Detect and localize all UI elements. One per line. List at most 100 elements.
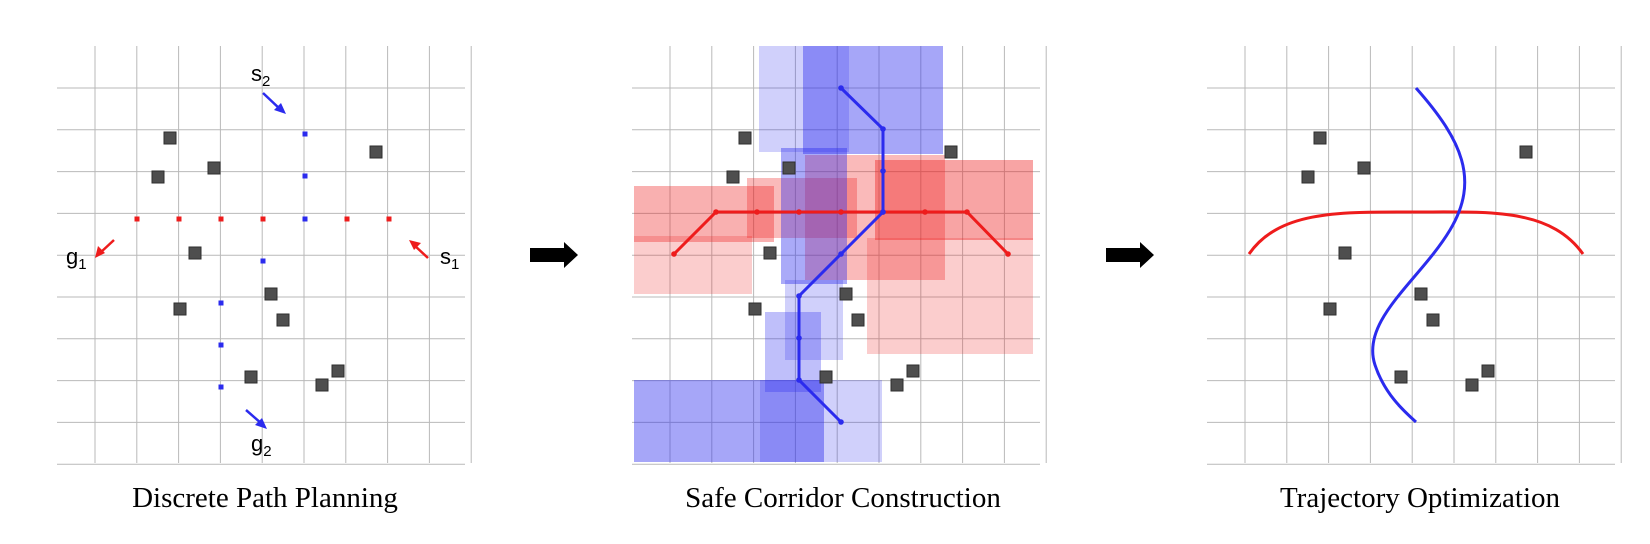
obstacle [782,161,796,175]
grid [57,46,472,465]
red-corridor-box [634,236,752,294]
obstacle [1357,161,1371,175]
blue-corridor-box [765,312,821,392]
panel-discrete-path: s2 g2 s1 g1 [57,46,472,465]
obstacle [819,370,833,384]
blue-path-node [838,419,844,425]
process-arrow-1 [530,242,578,268]
obstacle [1426,313,1440,327]
red-path-node [796,209,802,215]
caption-safe-corridor-construction: Safe Corridor Construction [685,482,1001,514]
red-path-node [671,251,677,257]
label-s2: s2 [251,61,270,90]
obstacle [173,302,187,316]
red-trajectory [1247,210,1585,255]
red-corridor-box [805,155,945,280]
obstacle [726,170,740,184]
obstacle [944,145,958,159]
caption-trajectory-optimization: Trajectory Optimization [1279,482,1561,514]
blue-waypoint [260,258,266,264]
blue-waypoint [302,131,308,137]
red-waypoint [386,216,392,222]
obstacle [1301,170,1315,184]
blue-corridor-box [759,46,849,152]
label-s1: s1 [440,244,459,273]
obstacles [1301,131,1533,392]
obstacle [1323,302,1337,316]
red-path-node [1005,251,1011,257]
red-path-node [922,209,928,215]
obstacle [890,378,904,392]
blue-path-node [838,251,844,257]
red-path-node [754,209,760,215]
obstacle [369,145,383,159]
blue-path-node [880,126,886,132]
obstacle [207,161,221,175]
obstacle [1519,145,1533,159]
obstacles [726,131,958,392]
blue-path-node [796,293,802,299]
red-waypoint [218,216,224,222]
panel-trajectory [1207,46,1622,465]
obstacles [151,131,383,392]
obstacle [1481,364,1495,378]
obstacle [315,378,329,392]
red-corridors [634,155,1033,354]
obstacle [1465,378,1479,392]
obstacle [1394,370,1408,384]
blue-waypoint [218,300,224,306]
red-corridor-box [875,160,1033,240]
process-arrow-2 [1106,242,1154,268]
goal-arrow-g1 [95,239,115,258]
obstacle [244,370,258,384]
blue-path-node [880,209,886,215]
blue-waypoint [218,342,224,348]
grid [632,46,1047,465]
red-path-node [838,209,844,215]
blue-corridor-box [760,380,882,462]
red-waypoint [260,216,266,222]
blue-corridor-box [803,46,943,154]
blue-path-node [880,168,886,174]
obstacle [1414,287,1428,301]
goal-arrow-g2 [245,409,267,429]
start-arrow-s1 [409,240,429,259]
red-corridor-box [867,238,1033,354]
obstacle [851,313,865,327]
obstacle [763,246,777,260]
red-corridor-box [747,178,857,238]
blue-path-node [796,377,802,383]
label-g2: g2 [251,431,272,460]
red-path-node [713,209,719,215]
obstacle [1313,131,1327,145]
blue-path-dots [218,131,308,390]
grid [1207,46,1622,465]
obstacle [331,364,345,378]
obstacle [1338,246,1352,260]
blue-path-nodes [796,85,886,425]
blue-corridor-box [785,280,843,360]
caption-discrete-path-planning: Discrete Path Planning [132,482,398,514]
blue-waypoint [218,384,224,390]
label-g1: g1 [66,244,87,273]
obstacle [906,364,920,378]
obstacle [839,287,853,301]
red-waypoint [344,216,350,222]
panel-safe-corridor [632,46,1047,465]
obstacle [163,131,177,145]
blue-corridor-box [634,380,824,462]
red-waypoint [176,216,182,222]
blue-trajectory [1371,87,1467,424]
start-arrow-s2 [262,92,286,114]
obstacle [738,131,752,145]
blue-path-node [838,85,844,91]
obstacle [151,170,165,184]
blue-waypoint [302,216,308,222]
red-path-dots [134,216,392,222]
blue-path-node [796,335,802,341]
red-path-node [964,209,970,215]
obstacle [264,287,278,301]
obstacle [276,313,290,327]
obstacle [188,246,202,260]
